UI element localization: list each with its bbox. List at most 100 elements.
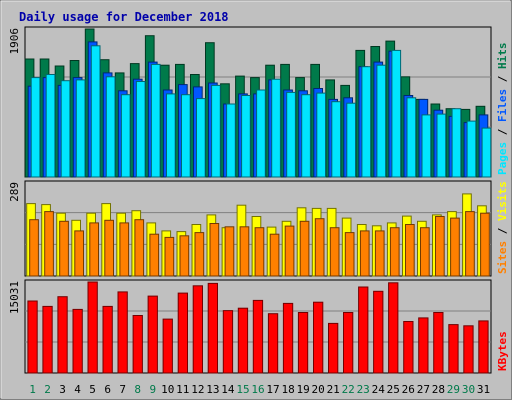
bar-sites [269,233,280,277]
bar-kbytes [42,305,53,374]
x-tick-label: 21 [327,383,340,396]
bar-kbytes [177,292,188,374]
bar-kbytes [222,310,234,374]
legend-label-files: Files [496,89,509,122]
bar-pages [60,80,71,178]
right-axis-legend: Pages / Files / Hits [496,43,509,176]
bar-pages [75,79,86,178]
chart-panel-2: 289 Sites / Visits [8,180,509,277]
bar-sites [420,227,430,277]
bar-pages [301,94,311,178]
bar-sites [389,227,400,277]
x-tick-label: 2 [44,383,51,396]
bar-pages [436,113,447,178]
bar-pages [45,74,56,178]
bar-kbytes [282,302,294,374]
bar-pages [361,66,372,178]
bar-pages [135,81,146,178]
x-tick-label: 28 [432,383,445,396]
bar-sites [374,230,385,277]
bar-kbytes [147,295,158,374]
bar-pages [316,92,326,178]
bar-sites [164,236,175,277]
bar-kbytes [343,312,354,374]
x-tick-label: 20 [311,383,324,396]
bar-sites [59,220,69,277]
bar-sites [314,218,325,277]
bar-pages [391,49,402,178]
chart-panel-1: 1906 Pages / Files / Hits [8,26,509,178]
bar-sites [465,211,475,277]
bar-pages [166,93,176,178]
legend-label-visits: Visits [496,181,509,221]
bar-kbytes [132,315,143,374]
x-tick-label: 19 [296,383,309,396]
y-axis-max-label: 1906 [8,28,21,55]
bar-kbytes [27,300,38,374]
bar-sites [89,222,100,277]
x-tick-label: 24 [372,383,386,396]
x-tick-label: 9 [149,383,156,396]
bar-sites [450,217,460,277]
x-tick-label: 1 [29,383,36,396]
bar-kbytes [418,317,429,374]
bar-sites [435,216,445,277]
bar-kbytes [478,320,489,374]
x-tick-label: 25 [387,383,400,396]
bar-pages [481,127,492,178]
x-tick-label: 30 [462,383,475,396]
bar-kbytes [57,296,68,374]
bar-pages [286,91,296,178]
x-tick-label: 5 [89,383,96,396]
bar-kbytes [207,282,218,374]
x-tick-label: 6 [104,383,111,396]
bar-pages [421,114,432,178]
x-tick-label: 15 [236,383,249,396]
series-kbytes [27,281,489,374]
bar-pages [211,84,221,178]
x-tick-label: 22 [342,383,355,396]
bar-pages [226,103,236,178]
bar-sites [284,225,295,277]
chart-panel-3: 15031 KBytes [8,279,509,374]
x-tick-label: 18 [281,383,294,396]
x-tick-label: 17 [266,383,279,396]
x-tick-label: 27 [417,383,430,396]
bar-sites [224,226,235,277]
bar-pages [150,63,161,178]
x-tick-label: 14 [221,383,235,396]
bar-kbytes [403,321,414,374]
bar-pages [196,98,206,178]
bar-kbytes [162,318,173,374]
x-tick-label: 12 [191,383,204,396]
bar-sites [194,232,205,277]
bar-kbytes [358,286,369,374]
bar-sites [405,224,415,277]
legend-label-pages: Pages [496,142,509,175]
bar-sites [29,219,39,277]
x-tick-label: 29 [447,383,460,396]
bar-sites [254,227,265,277]
bar-kbytes [388,282,399,374]
x-tick-label: 8 [134,383,141,396]
bar-pages [451,108,462,178]
bar-sites [149,233,160,277]
x-tick-label: 7 [119,383,126,396]
bar-kbytes [433,312,444,374]
bar-kbytes [328,322,339,374]
legend-label-sites: Sites [496,241,509,274]
bar-sites [209,223,220,277]
bar-sites [299,220,310,277]
series-pages [30,45,492,178]
bar-pages [105,76,116,178]
legend-separator: / [496,221,509,241]
bar-pages [181,94,191,178]
bar-kbytes [102,305,113,374]
bar-pages [271,78,281,178]
chart-title: Daily usage for December 2018 [19,10,229,24]
series-sites [29,211,490,277]
bar-sites [359,230,370,277]
bar-kbytes [237,307,249,374]
chart-panels: 1906 Pages / Files / Hits 289 Sites / Visit… [8,26,509,374]
